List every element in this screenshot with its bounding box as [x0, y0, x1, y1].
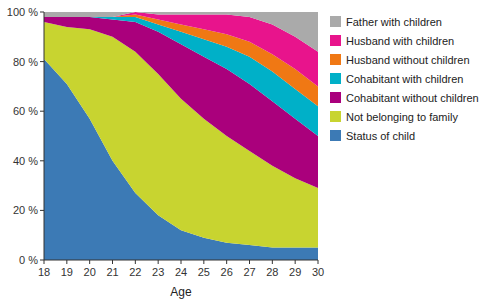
area [44, 12, 318, 86]
legend-swatch [330, 73, 341, 84]
y-tick [40, 160, 44, 161]
x-tick-label: 25 [198, 266, 210, 278]
y-tick-label: 100 % [7, 6, 38, 18]
x-tick [158, 260, 159, 264]
x-tick-label: 29 [289, 266, 301, 278]
x-tick-label: 28 [266, 266, 278, 278]
x-tick [295, 260, 296, 264]
y-tick [40, 260, 44, 261]
legend-label: Cohabitant without children [346, 92, 479, 104]
x-tick [272, 260, 273, 264]
x-tick [66, 260, 67, 264]
x-tick-label: 26 [221, 266, 233, 278]
chart: 0 % 20 % 40 % 60 % 80 % 100 % 18 19 20 21 22 23 24 25… [0, 0, 503, 302]
x-tick [112, 260, 113, 264]
area [44, 12, 318, 52]
y-tick-label: 80 % [13, 56, 38, 68]
legend-label: Not belonging to family [346, 111, 458, 123]
x-tick-label: 24 [175, 266, 187, 278]
x-axis-label: Age [170, 285, 192, 299]
x-tick [203, 260, 204, 264]
x-tick [135, 260, 136, 264]
y-tick [40, 210, 44, 211]
legend-swatch [330, 16, 341, 27]
y-axis [44, 12, 45, 260]
legend-swatch [330, 92, 341, 103]
x-tick-label: 23 [152, 266, 164, 278]
x-tick [181, 260, 182, 264]
x-tick [318, 260, 319, 264]
x-tick [226, 260, 227, 264]
x-tick-label: 19 [61, 266, 73, 278]
x-tick [249, 260, 250, 264]
y-tick-label: 0 % [19, 254, 38, 266]
y-tick-label: 60 % [13, 105, 38, 117]
y-tick-label: 40 % [13, 155, 38, 167]
legend-swatch [330, 35, 341, 46]
legend-label: Status of child [346, 130, 415, 142]
x-tick [89, 260, 90, 264]
legend-label: Husband without children [346, 54, 470, 66]
legend-swatch [330, 54, 341, 65]
x-tick-label: 21 [106, 266, 118, 278]
y-tick-label: 20 % [13, 204, 38, 216]
y-tick [40, 61, 44, 62]
x-tick-label: 22 [129, 266, 141, 278]
legend-label: Father with children [346, 16, 442, 28]
x-tick-label: 18 [38, 266, 50, 278]
legend-label: Cohabitant with children [346, 73, 463, 85]
legend-swatch [330, 111, 341, 122]
x-tick [44, 260, 45, 264]
legend-swatch [330, 130, 341, 141]
legend-label: Husband with children [346, 35, 454, 47]
legend: Father with children Husband with childre… [330, 16, 479, 142]
plot-area [44, 12, 318, 260]
y-tick [40, 111, 44, 112]
x-tick-label: 20 [84, 266, 96, 278]
x-tick-label: 30 [312, 266, 324, 278]
y-tick [40, 12, 44, 13]
x-tick-label: 27 [243, 266, 255, 278]
